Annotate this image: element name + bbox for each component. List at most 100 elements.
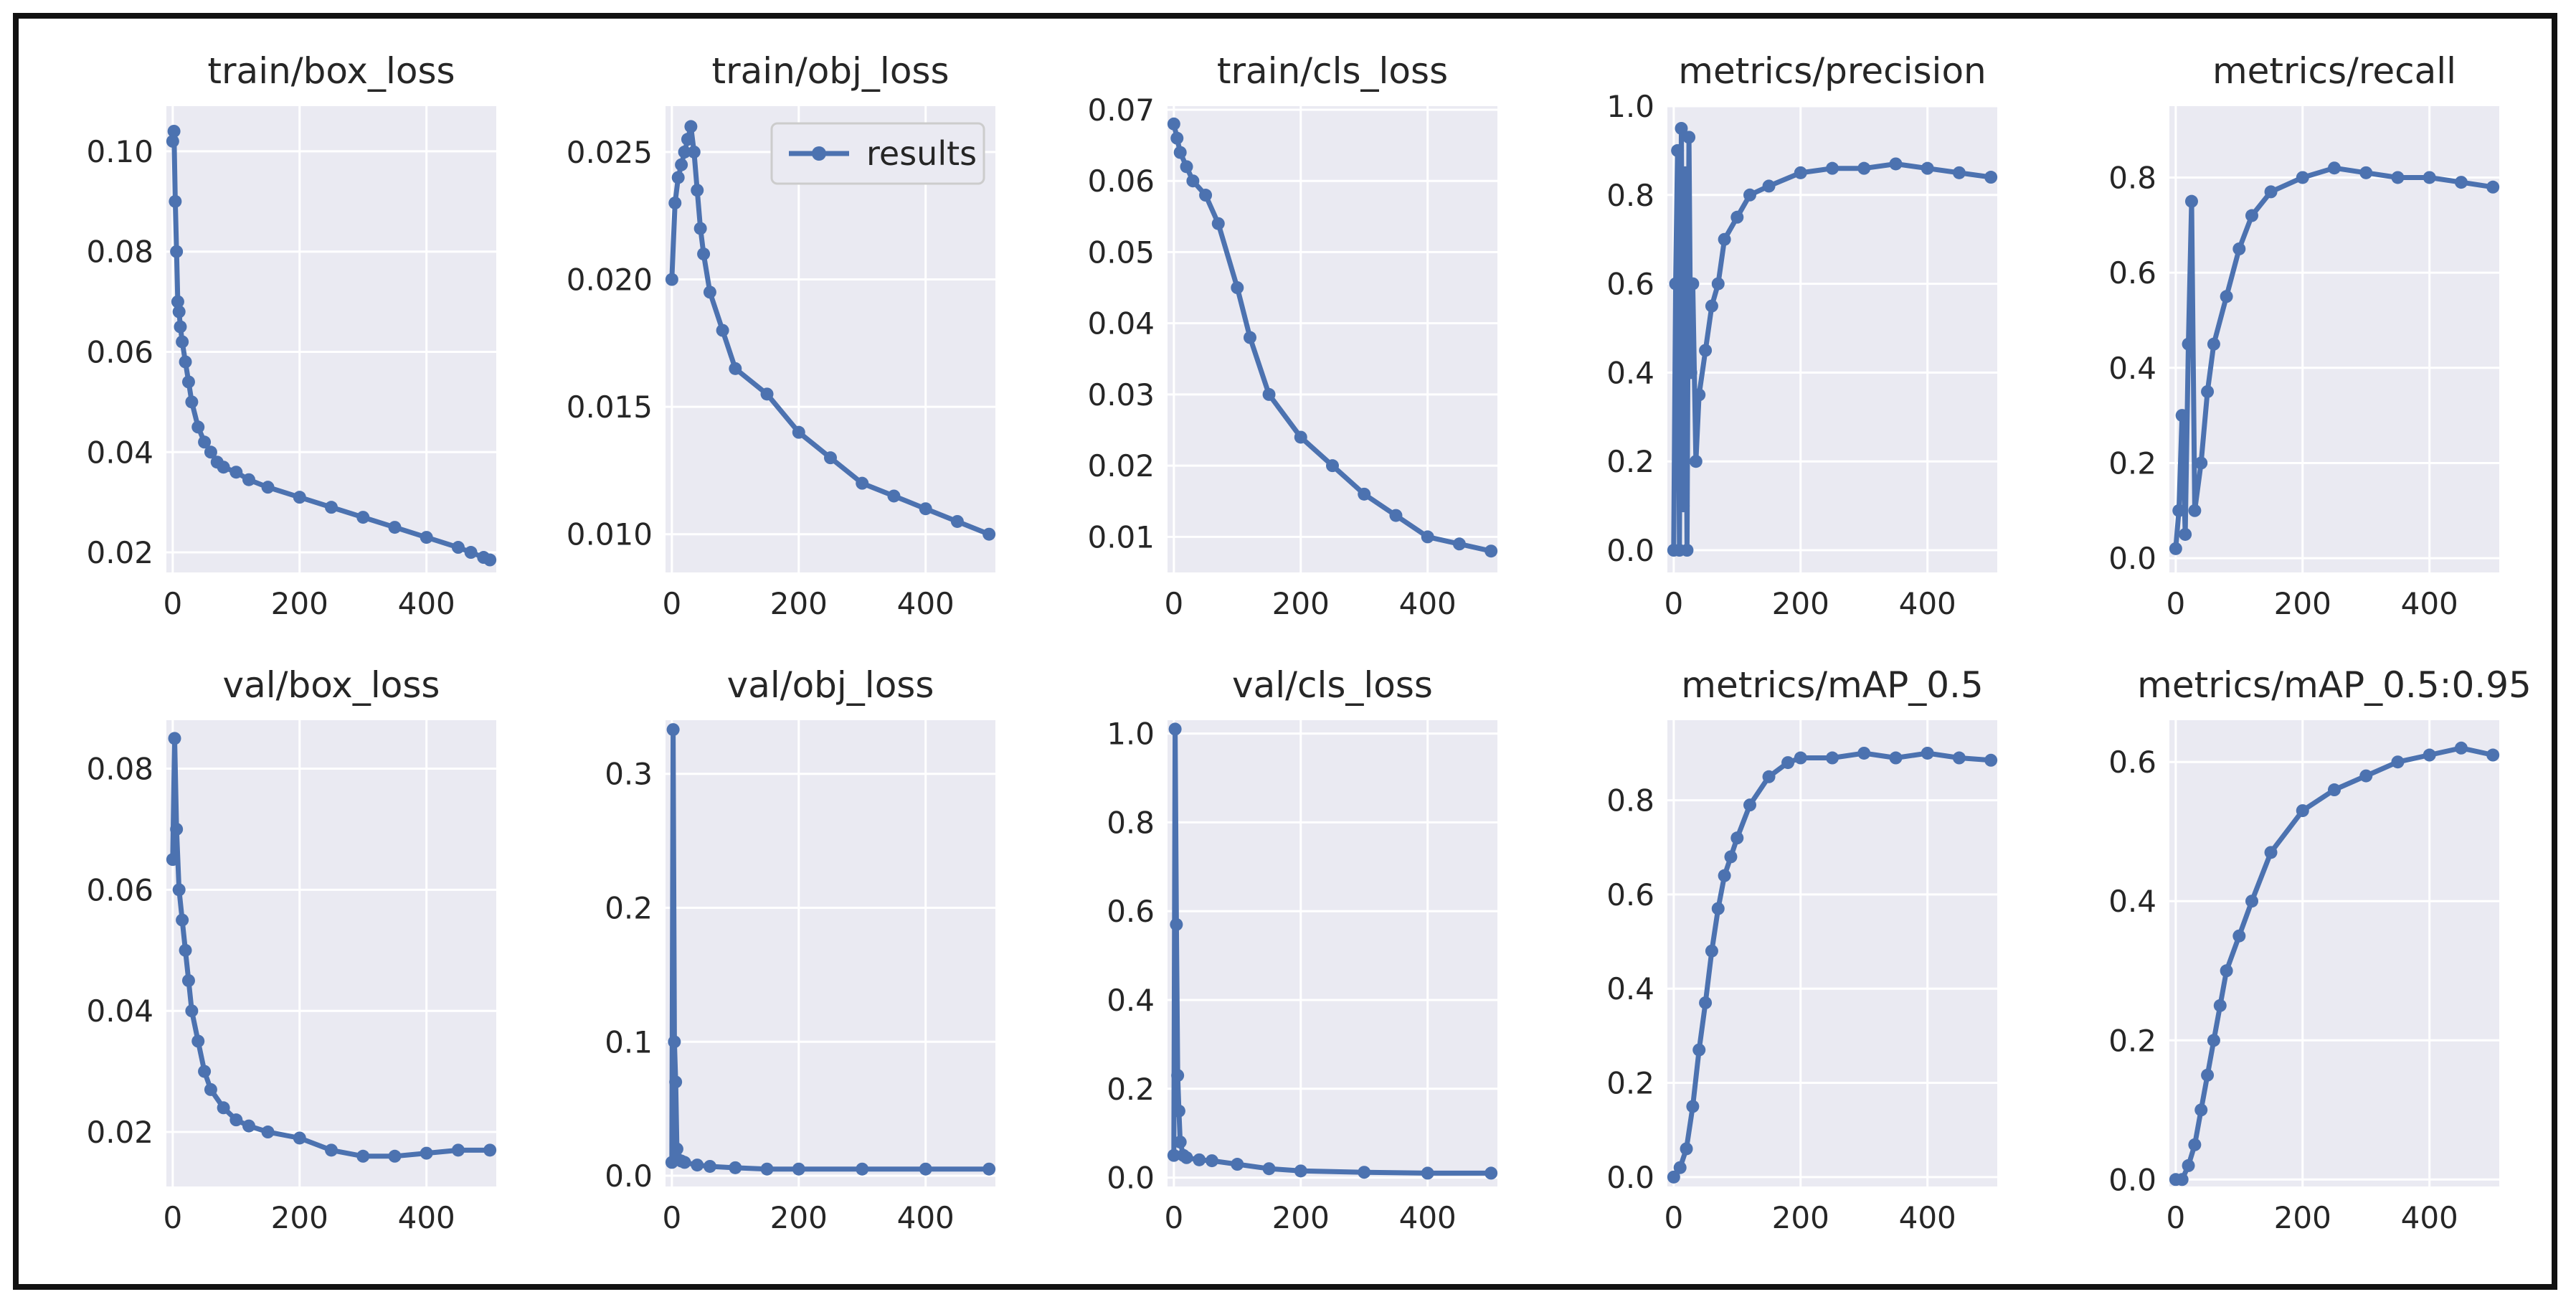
data-point <box>1680 1142 1693 1156</box>
data-point <box>181 375 195 389</box>
data-point <box>982 1162 996 1176</box>
data-point <box>169 194 182 208</box>
data-point <box>1484 544 1498 558</box>
data-point <box>1294 1164 1307 1178</box>
y-tick-label: 0.4 <box>1606 355 1654 390</box>
data-point <box>1669 277 1682 291</box>
data-point <box>2328 783 2341 797</box>
data-point <box>1984 171 1998 184</box>
plot-area <box>1168 720 1497 1186</box>
data-point <box>1952 751 1966 765</box>
data-point <box>1730 831 1744 845</box>
data-point <box>681 133 694 146</box>
data-point <box>2264 185 2278 199</box>
data-point <box>198 435 212 449</box>
data-point <box>1711 277 1725 291</box>
data-point <box>703 286 716 299</box>
data-point <box>1711 902 1725 915</box>
y-tick-label: 0.04 <box>1087 306 1155 341</box>
data-point <box>1199 189 1213 202</box>
data-point <box>1167 117 1180 131</box>
x-tick-label: 400 <box>897 1200 955 1235</box>
data-point <box>185 1004 199 1018</box>
data-point <box>166 134 179 148</box>
chart-panel: 0 200 400 0.0 0.2 0.4 0.6 metrics/mAP_0.5:0.95 <box>2108 664 2532 1235</box>
x-tick-label: 400 <box>398 586 455 621</box>
data-point <box>356 1149 370 1163</box>
data-point <box>2486 180 2500 194</box>
x-tick-label: 200 <box>1772 1200 1829 1235</box>
data-point <box>1170 131 1184 145</box>
data-point <box>2169 542 2182 555</box>
data-point <box>174 320 187 334</box>
x-tick-label: 400 <box>1899 1200 1956 1235</box>
data-point <box>666 723 680 737</box>
y-tick-label: 0.08 <box>86 752 153 787</box>
plot-area <box>666 720 995 1186</box>
y-tick-label: 0.8 <box>1107 805 1155 840</box>
y-tick-label: 0.02 <box>86 535 153 570</box>
y-tick-label: 0.04 <box>86 435 153 470</box>
data-point <box>1762 770 1776 783</box>
y-tick-label: 0.0 <box>2108 1162 2156 1197</box>
data-point <box>388 1149 402 1163</box>
data-point <box>1193 1153 1206 1166</box>
plot-area <box>2169 720 2499 1186</box>
x-tick-label: 400 <box>2401 586 2458 621</box>
series-line <box>669 727 990 1172</box>
data-point <box>2179 527 2192 541</box>
data-point <box>2194 1103 2208 1117</box>
data-point <box>204 445 217 459</box>
x-tick-label: 0 <box>1664 586 1683 621</box>
chart-panel: 0 200 400 0.02 0.04 0.06 0.08 0.10 train/box_los… <box>86 50 497 621</box>
data-point <box>2296 171 2309 184</box>
data-point <box>1173 146 1187 159</box>
y-tick-label: 0.06 <box>86 872 153 907</box>
data-point <box>1684 366 1697 379</box>
chart-panel: 0 200 400 0.0 0.2 0.4 0.6 0.8 metrics/mAP_0.5 <box>1606 664 1998 1235</box>
data-point <box>2194 456 2208 470</box>
data-point <box>179 943 192 957</box>
y-tick-label: 0.6 <box>2108 745 2156 780</box>
data-point <box>693 222 707 235</box>
data-point <box>2296 804 2309 818</box>
data-point <box>684 120 698 133</box>
data-point <box>1680 544 1694 557</box>
data-point <box>1743 188 1756 202</box>
data-point <box>1262 1162 1276 1176</box>
plot-area <box>1667 106 1997 572</box>
y-tick-label: 0.08 <box>86 235 153 270</box>
data-point <box>1762 179 1776 193</box>
data-point <box>792 1162 805 1176</box>
chart-panel: 0 200 400 0.0 0.1 0.2 0.3 val/obj_loss <box>605 664 996 1235</box>
data-point <box>919 502 932 516</box>
data-point <box>1389 509 1403 522</box>
chart-title: train/cls_loss <box>1217 50 1448 92</box>
data-point <box>2220 290 2233 303</box>
y-tick-label: 0.06 <box>1087 164 1155 199</box>
data-point <box>172 883 186 897</box>
data-point <box>1172 1104 1185 1118</box>
data-point <box>716 324 729 337</box>
y-tick-label: 0.025 <box>567 135 653 170</box>
data-point <box>982 527 996 541</box>
chart-title: val/obj_loss <box>727 664 934 706</box>
y-tick-label: 0.10 <box>86 134 153 169</box>
plot-area <box>1667 720 1997 1186</box>
data-point <box>2201 384 2215 398</box>
data-point <box>217 461 230 474</box>
y-tick-label: 0.01 <box>1087 519 1155 555</box>
data-point <box>824 451 837 465</box>
y-tick-label: 0.2 <box>1107 1072 1155 1107</box>
chart-title: metrics/mAP_0.5 <box>1681 664 1983 706</box>
y-tick-label: 0.8 <box>1606 783 1654 818</box>
data-point <box>1168 722 1182 736</box>
y-tick-label: 0.0 <box>2108 541 2156 576</box>
data-point <box>1231 1158 1244 1171</box>
data-point <box>2175 409 2189 423</box>
data-point <box>1294 430 1307 444</box>
x-tick-label: 0 <box>662 586 681 621</box>
data-point <box>697 247 711 261</box>
chart-title: metrics/precision <box>1678 50 1986 92</box>
y-tick-label: 0.4 <box>1606 971 1654 1006</box>
